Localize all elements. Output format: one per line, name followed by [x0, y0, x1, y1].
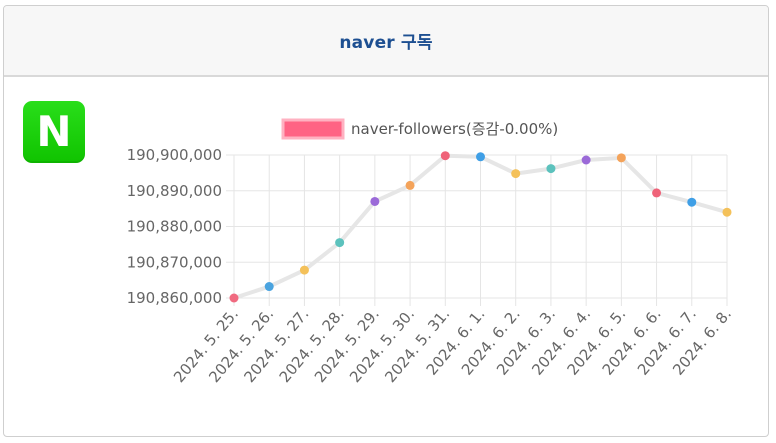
legend-label: naver-followers(증감-0.00%): [351, 120, 558, 138]
data-point: [722, 207, 732, 217]
data-point: [370, 196, 380, 206]
card-header: naver 구독: [4, 6, 768, 77]
data-point: [511, 169, 521, 179]
naver-logo-icon: N: [23, 101, 85, 163]
legend-swatch: [281, 118, 345, 140]
card-title: naver 구독: [339, 33, 433, 53]
data-point: [440, 151, 450, 161]
y-tick-label: 190,890,000: [127, 182, 222, 200]
data-point: [405, 180, 415, 190]
data-point: [476, 152, 485, 162]
data-point: [335, 238, 345, 248]
data-point: [546, 164, 556, 174]
data-point: [616, 153, 626, 163]
y-tick-label: 190,860,000: [127, 289, 222, 307]
data-point: [264, 282, 274, 292]
chart-card: naver 구독: [3, 5, 769, 437]
data-point: [229, 293, 239, 303]
data-point: [299, 265, 309, 275]
y-tick-label: 190,880,000: [127, 218, 222, 236]
data-point: [687, 197, 697, 207]
naver-logo-letter: N: [36, 107, 72, 156]
y-tick-label: 190,870,000: [127, 253, 222, 271]
data-point: [652, 188, 662, 198]
data-point: [581, 155, 591, 165]
y-tick-label: 190,900,000: [127, 146, 222, 164]
